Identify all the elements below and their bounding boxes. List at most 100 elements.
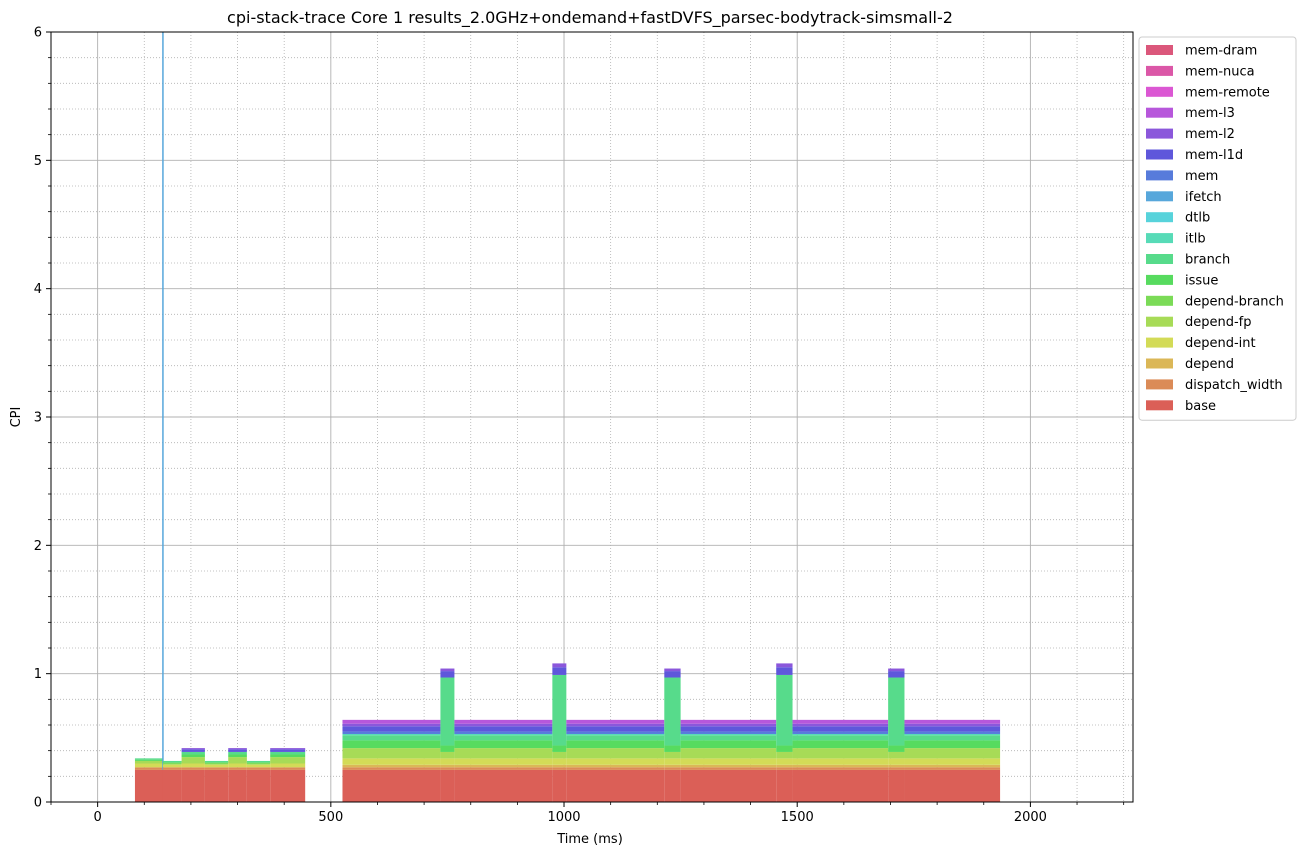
area-mem [680, 731, 777, 734]
area-branch [888, 677, 905, 746]
area-dispatch_width [454, 767, 553, 770]
area-base [680, 769, 777, 802]
legend-label-mem: mem [1185, 169, 1218, 184]
area-issue [270, 754, 306, 758]
area-mem-l3 [904, 719, 1001, 724]
area-depend-fp [552, 751, 567, 759]
area-issue [776, 745, 793, 752]
area-issue [664, 745, 681, 752]
area-branch [552, 674, 567, 746]
area-issue [342, 740, 441, 749]
area-mem-l1d [552, 667, 567, 675]
area-dispatch_width [566, 767, 665, 770]
legend: mem-dram mem-nuca mem-remote mem-l3 mem-l2 me… [1138, 36, 1297, 421]
area-depend-fp [776, 751, 793, 759]
x-tick-label: 500 [318, 810, 343, 825]
area-base [181, 769, 205, 802]
area-base [440, 769, 455, 802]
area-mem-l1d [181, 749, 205, 752]
area-base [162, 769, 182, 802]
legend-label-depend: depend [1185, 357, 1234, 372]
x-tick-label: 1000 [547, 810, 580, 825]
y-tick-label: 0 [34, 796, 42, 811]
area-mem-l3 [454, 719, 553, 724]
area-depend [792, 764, 889, 768]
area-mem-l2 [552, 663, 567, 668]
area-mem-l2 [792, 723, 889, 727]
area-dispatch_width [246, 767, 271, 770]
area-depend [552, 764, 567, 768]
legend-swatch-depend-branch [1146, 295, 1173, 306]
y-tick-label: 2 [34, 539, 42, 554]
area-branch [440, 677, 455, 746]
area-itlb [680, 733, 777, 736]
legend-label-mem-nuca: mem-nuca [1185, 64, 1255, 79]
area-branch [664, 677, 681, 746]
area-branch [134, 758, 163, 760]
area-mem-l1d [904, 726, 1001, 732]
x-tick-label: 2000 [1014, 810, 1047, 825]
area-issue [904, 740, 1001, 749]
area-mem-l2 [440, 668, 455, 672]
area-depend-fp [181, 757, 205, 764]
legend-swatch-dtlb [1146, 212, 1173, 223]
area-mem-l2 [181, 748, 205, 750]
area-issue [680, 740, 777, 749]
area-depend-fp [228, 757, 247, 764]
area-branch [792, 735, 889, 741]
area-mem-l2 [454, 723, 553, 727]
area-depend [776, 764, 793, 768]
y-tick-label: 5 [34, 154, 42, 169]
area-issue [181, 754, 205, 758]
area-mem-l2 [342, 723, 441, 727]
y-tick-label: 3 [34, 411, 42, 426]
area-depend-fp [204, 763, 229, 765]
area-mem-l1d [680, 726, 777, 732]
area-branch [680, 735, 777, 741]
area-mem-l3 [792, 719, 889, 724]
legend-box [1138, 36, 1297, 421]
area-branch [566, 735, 665, 741]
area-issue [440, 745, 455, 752]
area-depend-fp [680, 748, 777, 759]
legend-label-issue: issue [1185, 273, 1218, 288]
area-dispatch_width [680, 767, 777, 770]
legend-swatch-mem-l2 [1146, 128, 1173, 139]
legend-label-itlb: itlb [1185, 232, 1206, 247]
area-issue [566, 740, 665, 749]
area-dispatch_width [228, 767, 247, 770]
area-branch [246, 760, 271, 763]
area-dispatch_width [134, 767, 163, 770]
legend-swatch-branch [1146, 254, 1173, 264]
area-mem-l1d [342, 726, 441, 732]
legend-label-depend-fp: depend-fp [1185, 315, 1252, 330]
area-depend-int [454, 758, 553, 765]
area-depend-int [181, 763, 205, 768]
area-mem-l1d [454, 726, 553, 732]
area-mem [566, 731, 665, 734]
area-depend-fp [246, 763, 271, 765]
area-mem [342, 731, 441, 734]
legend-label-mem-remote: mem-remote [1185, 85, 1270, 100]
legend-swatch-mem-l3 [1146, 107, 1173, 118]
y-axis-label: CPI [9, 407, 24, 428]
area-mem-l2 [270, 748, 306, 750]
area-depend [454, 764, 553, 768]
area-mem-l1d [664, 671, 681, 678]
area-branch [204, 760, 229, 763]
area-branch [342, 735, 441, 741]
area-base [792, 769, 889, 802]
area-depend-int [680, 758, 777, 765]
area-issue [134, 759, 163, 761]
area-mem-l3 [680, 719, 777, 724]
area-dispatch_width [162, 767, 182, 770]
x-axis-label: Time (ms) [556, 832, 623, 847]
legend-label-dtlb: dtlb [1185, 211, 1210, 226]
area-base [552, 769, 567, 802]
area-issue [204, 762, 229, 764]
area-dispatch_width [342, 767, 441, 770]
area-mem-l1d [228, 749, 247, 752]
area-mem-l2 [228, 748, 247, 750]
